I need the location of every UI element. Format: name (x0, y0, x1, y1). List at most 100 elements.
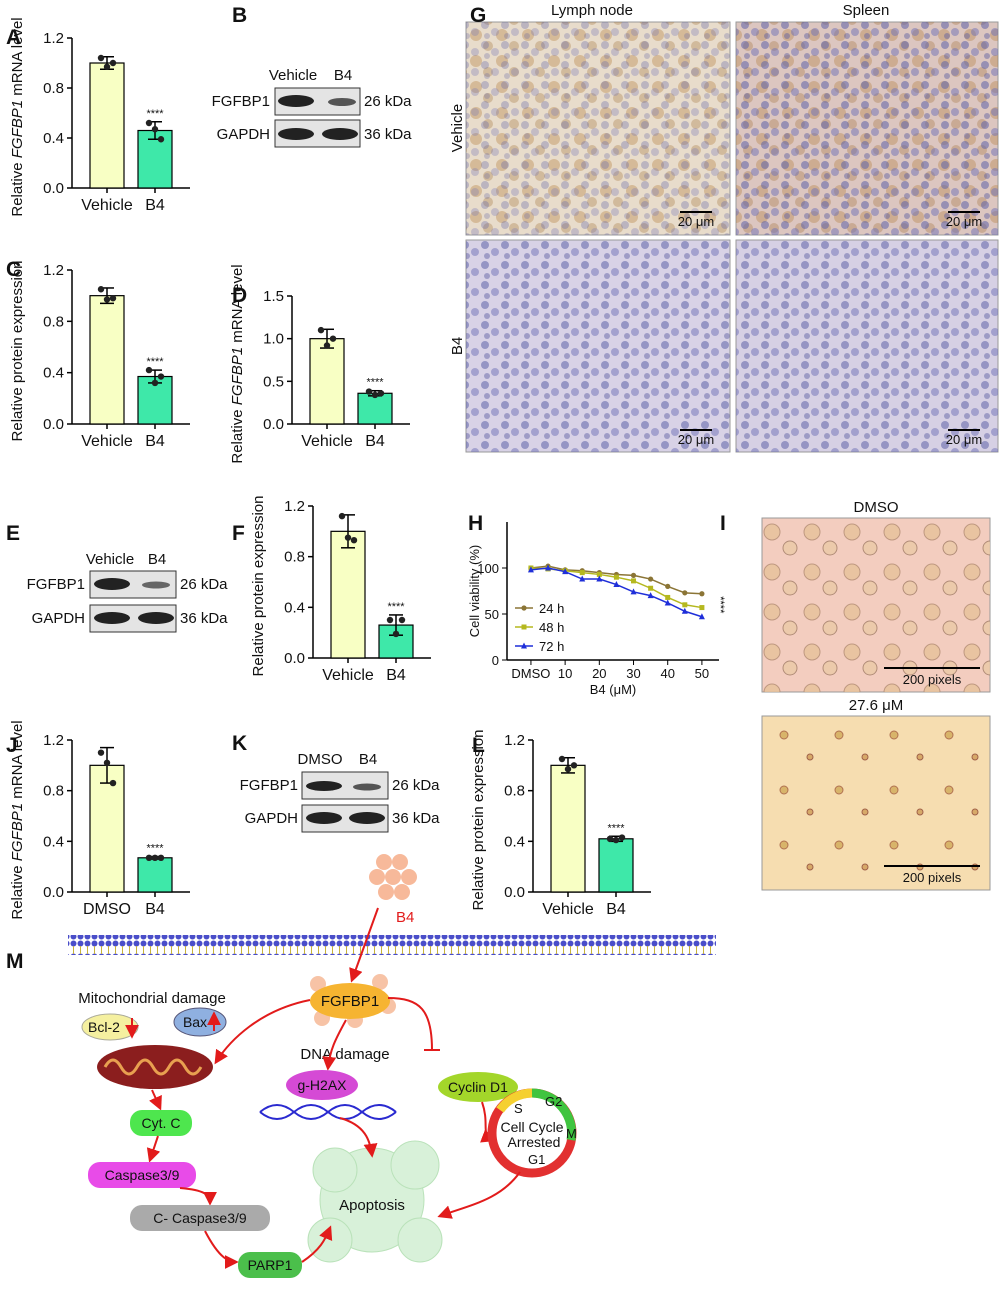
shape (376, 854, 392, 870)
data-point (109, 295, 117, 302)
y-tick-label: 0.8 (43, 783, 64, 800)
data-point (631, 578, 637, 584)
x-tick-label: Vehicle (322, 667, 374, 684)
image-cells (762, 716, 990, 890)
data-point (665, 594, 671, 600)
arrow (214, 999, 311, 1065)
node-label: Cell Cycle (500, 1119, 563, 1135)
x-tick-label: Vehicle (542, 901, 594, 918)
panel-label: D (232, 284, 247, 307)
band (353, 783, 381, 791)
arrow (496, 1088, 533, 1113)
shape (394, 884, 410, 900)
y-axis-label-part: Relative (229, 405, 246, 463)
y-axis-label-part: mRNA level (229, 264, 246, 347)
pathway-diagram: B4 FGFBP1 Mitochondrial damage Bcl-2 Bax… (68, 854, 716, 1278)
shape (397, 1217, 443, 1263)
size-label: 36 kDa (364, 126, 412, 143)
scale-bar-label: 20 μm (678, 432, 714, 447)
arrow (204, 1230, 239, 1269)
y-axis-label: Relative protein expression (250, 496, 267, 677)
x-tick-label: B4 (365, 433, 385, 450)
column-label: Spleen (843, 2, 890, 19)
shape (392, 854, 408, 870)
y-axis-label-part: Relative protein expression (470, 730, 487, 911)
x-tick-label: 30 (626, 666, 640, 681)
data-point (545, 564, 552, 571)
x-tick-label: 10 (558, 666, 572, 681)
arrow (322, 1019, 347, 1071)
node-label: S (514, 1101, 523, 1116)
band (94, 612, 130, 624)
arrow (531, 1088, 577, 1141)
arrow (339, 1117, 378, 1158)
data-point (151, 854, 159, 861)
row-label: GAPDH (217, 126, 270, 143)
y-tick-label: 0.0 (43, 180, 64, 197)
y-axis-label-part: Relative protein expression (9, 261, 26, 442)
y-tick-label: 1.0 (263, 331, 284, 348)
row-label: Vehicle (449, 104, 466, 152)
data-point (630, 588, 637, 595)
data-point (521, 642, 527, 649)
shape (307, 1140, 443, 1263)
node-shape (286, 1070, 358, 1100)
scale-bar-label: 20 μm (946, 214, 982, 229)
x-tick-label: DMSO (83, 901, 131, 918)
x-tick-label: 50 (695, 666, 709, 681)
panel-label: M (6, 950, 24, 973)
image-cells (466, 240, 730, 452)
blot-k: DMSO B4 FGFBP1 GAPDH 26 kDa 36 kDa (240, 751, 440, 833)
data-point (329, 335, 337, 342)
data-point (145, 854, 153, 861)
x-tick-label: Vehicle (301, 433, 353, 450)
data-point (344, 534, 352, 541)
x-tick-label: DMSO (511, 666, 550, 681)
data-point (527, 566, 534, 573)
data-point (317, 326, 325, 334)
data-point (596, 571, 602, 577)
band (322, 128, 358, 140)
legend-label: 72 h (539, 639, 564, 654)
panel-label: K (232, 732, 247, 755)
size-label: 36 kDa (392, 810, 440, 827)
shape (378, 884, 394, 900)
arrow (149, 1089, 162, 1111)
node-shape (88, 1162, 196, 1188)
lane-label: Vehicle (269, 67, 317, 84)
data-point (630, 572, 637, 578)
legend-label: 48 h (539, 620, 564, 635)
data-point (564, 765, 572, 773)
data-point (103, 63, 111, 70)
node-label: Arrested (508, 1134, 561, 1150)
shape (312, 1147, 358, 1193)
panel-label: G (470, 4, 486, 27)
scale-bar-label: 200 pixels (903, 672, 962, 687)
y-axis-label: Cell viability (%) (467, 545, 482, 637)
arrow (103, 1058, 203, 1076)
shape (401, 869, 417, 885)
y-tick-label: 0.0 (284, 650, 305, 667)
image-cells (736, 22, 998, 235)
membrane (68, 935, 716, 955)
data-point (664, 599, 671, 606)
shape (369, 869, 385, 885)
significance: **** (714, 596, 726, 614)
node-label: Apoptosis (339, 1197, 405, 1214)
data-point (398, 616, 406, 624)
shape (390, 1140, 440, 1190)
row-label: GAPDH (32, 610, 85, 627)
data-point (521, 624, 527, 630)
bar (89, 295, 125, 425)
x-tick-label: B4 (606, 901, 626, 918)
row-label: FGFBP1 (240, 777, 298, 794)
x-tick-label: Vehicle (81, 197, 133, 214)
row-label: GAPDH (245, 810, 298, 827)
data-point (665, 583, 671, 590)
node-label: Caspase3/9 (105, 1167, 180, 1183)
y-tick-label: 0.0 (43, 884, 64, 901)
data-point (558, 755, 566, 763)
significance: **** (146, 356, 164, 368)
data-point (145, 366, 153, 374)
band (349, 812, 385, 824)
